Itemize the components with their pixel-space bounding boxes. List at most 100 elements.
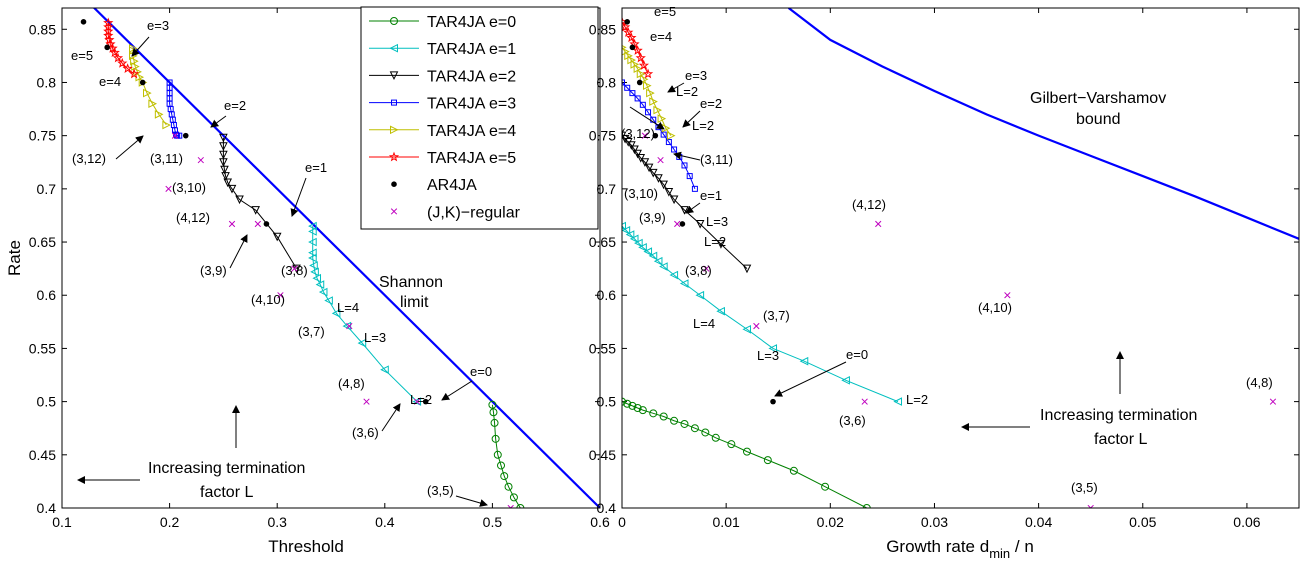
left-chart: 0.1 0.2 0.3 0.4 0.5 0.6 0.4 0.45 0.5 0.55 0.6 0.65 0… xyxy=(5,6,610,556)
x-tick-label: 0.05 xyxy=(1129,514,1156,530)
annotation-arrow xyxy=(685,202,701,214)
data-point xyxy=(659,412,668,421)
annotation-l3: L=3 xyxy=(706,214,728,229)
annotation-l3-e1: L=3 xyxy=(757,348,779,363)
data-point xyxy=(509,493,518,502)
series-tar4ja-e=1 xyxy=(622,221,903,406)
data-point xyxy=(490,418,499,427)
x-axis-label: Threshold xyxy=(268,537,344,556)
data-point xyxy=(493,450,502,459)
data-point xyxy=(763,456,772,465)
annotation-e2: e=2 xyxy=(224,98,246,113)
ar4ja-point xyxy=(182,132,189,139)
data-point xyxy=(227,184,237,194)
data-point xyxy=(645,109,652,116)
data-point xyxy=(308,248,317,257)
series-tar4ja-e=4 xyxy=(129,44,171,130)
data-point xyxy=(251,206,260,215)
data-point xyxy=(742,264,752,274)
data-point xyxy=(636,154,646,163)
series-line xyxy=(622,401,867,508)
x-tick-label: 0.03 xyxy=(921,514,948,530)
y-tick-label: 0.75 xyxy=(589,128,616,144)
data-point xyxy=(629,90,636,97)
data-point xyxy=(624,84,631,91)
data-point xyxy=(308,253,317,263)
x-tick-label: 0.5 xyxy=(483,514,503,530)
y-tick-label: 0.85 xyxy=(29,21,56,37)
annotation-l2-e1: L=2 xyxy=(906,392,928,407)
data-point xyxy=(632,45,643,55)
data-point xyxy=(893,397,903,406)
data-point xyxy=(659,180,668,190)
data-point xyxy=(669,270,679,280)
annotation-arrow xyxy=(210,115,227,128)
data-point xyxy=(154,110,164,119)
data-point xyxy=(630,145,639,155)
x-tick-label: 0.6 xyxy=(590,514,610,530)
data-point xyxy=(695,290,705,300)
y-tick-label: 0.6 xyxy=(597,287,617,303)
annotation-e0: e=0 xyxy=(846,347,868,362)
ar4ja-point xyxy=(770,398,776,405)
annotation-arrow xyxy=(290,177,307,217)
regular-point xyxy=(703,265,710,272)
data-point xyxy=(308,221,317,231)
data-point xyxy=(646,88,655,98)
shannon-label-line1: Shannon xyxy=(379,274,443,291)
data-point xyxy=(653,256,663,266)
y-tick-label: 0.45 xyxy=(589,447,616,463)
ar4ja-point xyxy=(422,398,429,405)
data-point xyxy=(681,162,688,169)
annotation-4-10: (4,10) xyxy=(251,292,285,307)
regular-point xyxy=(657,156,664,164)
annotation-e2: e=2 xyxy=(700,96,722,111)
regular-point xyxy=(171,132,179,139)
legend-marker xyxy=(389,71,399,81)
annotation-arrow xyxy=(455,495,488,507)
regular-point xyxy=(1004,292,1011,299)
y-tick-label: 0.5 xyxy=(597,394,617,410)
series-tar4ja-e=0 xyxy=(622,397,871,508)
data-point xyxy=(644,163,654,173)
x-tick-label: 0.04 xyxy=(1025,514,1052,530)
data-point xyxy=(221,172,230,181)
annotation-l2: L=2 xyxy=(410,392,432,407)
series-line xyxy=(491,404,521,508)
data-point xyxy=(331,309,341,318)
annotation-4-8: (4,8) xyxy=(338,376,365,391)
data-point xyxy=(622,221,626,231)
data-point xyxy=(657,114,667,123)
annotation-3-8: (3,8) xyxy=(281,263,308,278)
data-point xyxy=(128,68,140,79)
series-tar4ja-e=4 xyxy=(622,45,676,140)
data-point xyxy=(488,400,497,409)
ar4ja-point xyxy=(636,79,643,86)
data-point xyxy=(308,227,317,236)
annotation-l2-e4: L=2 xyxy=(676,84,698,99)
annotation-e1: e=1 xyxy=(700,188,722,203)
data-point xyxy=(649,97,658,106)
data-point xyxy=(219,158,228,167)
data-point xyxy=(742,447,751,456)
plot-area xyxy=(622,8,1299,508)
data-point xyxy=(223,178,233,188)
data-point xyxy=(679,279,689,288)
legend-marker xyxy=(390,125,399,135)
regular-point xyxy=(413,398,421,405)
gilbert-varshamov-curve xyxy=(787,8,1299,240)
data-point xyxy=(680,419,689,428)
data-point xyxy=(639,101,646,108)
data-point xyxy=(711,433,720,442)
regular-point xyxy=(346,322,353,330)
data-point xyxy=(691,185,698,192)
data-point xyxy=(862,504,871,508)
annotation-3-7: (3,7) xyxy=(298,324,325,339)
data-point xyxy=(516,504,525,508)
data-point xyxy=(659,262,668,271)
x-tick-label: 0.3 xyxy=(267,514,287,530)
y-tick-label: 0.8 xyxy=(37,74,57,90)
data-point xyxy=(357,338,367,348)
annotation-4-12: (4,12) xyxy=(176,210,210,225)
data-point xyxy=(799,356,809,366)
